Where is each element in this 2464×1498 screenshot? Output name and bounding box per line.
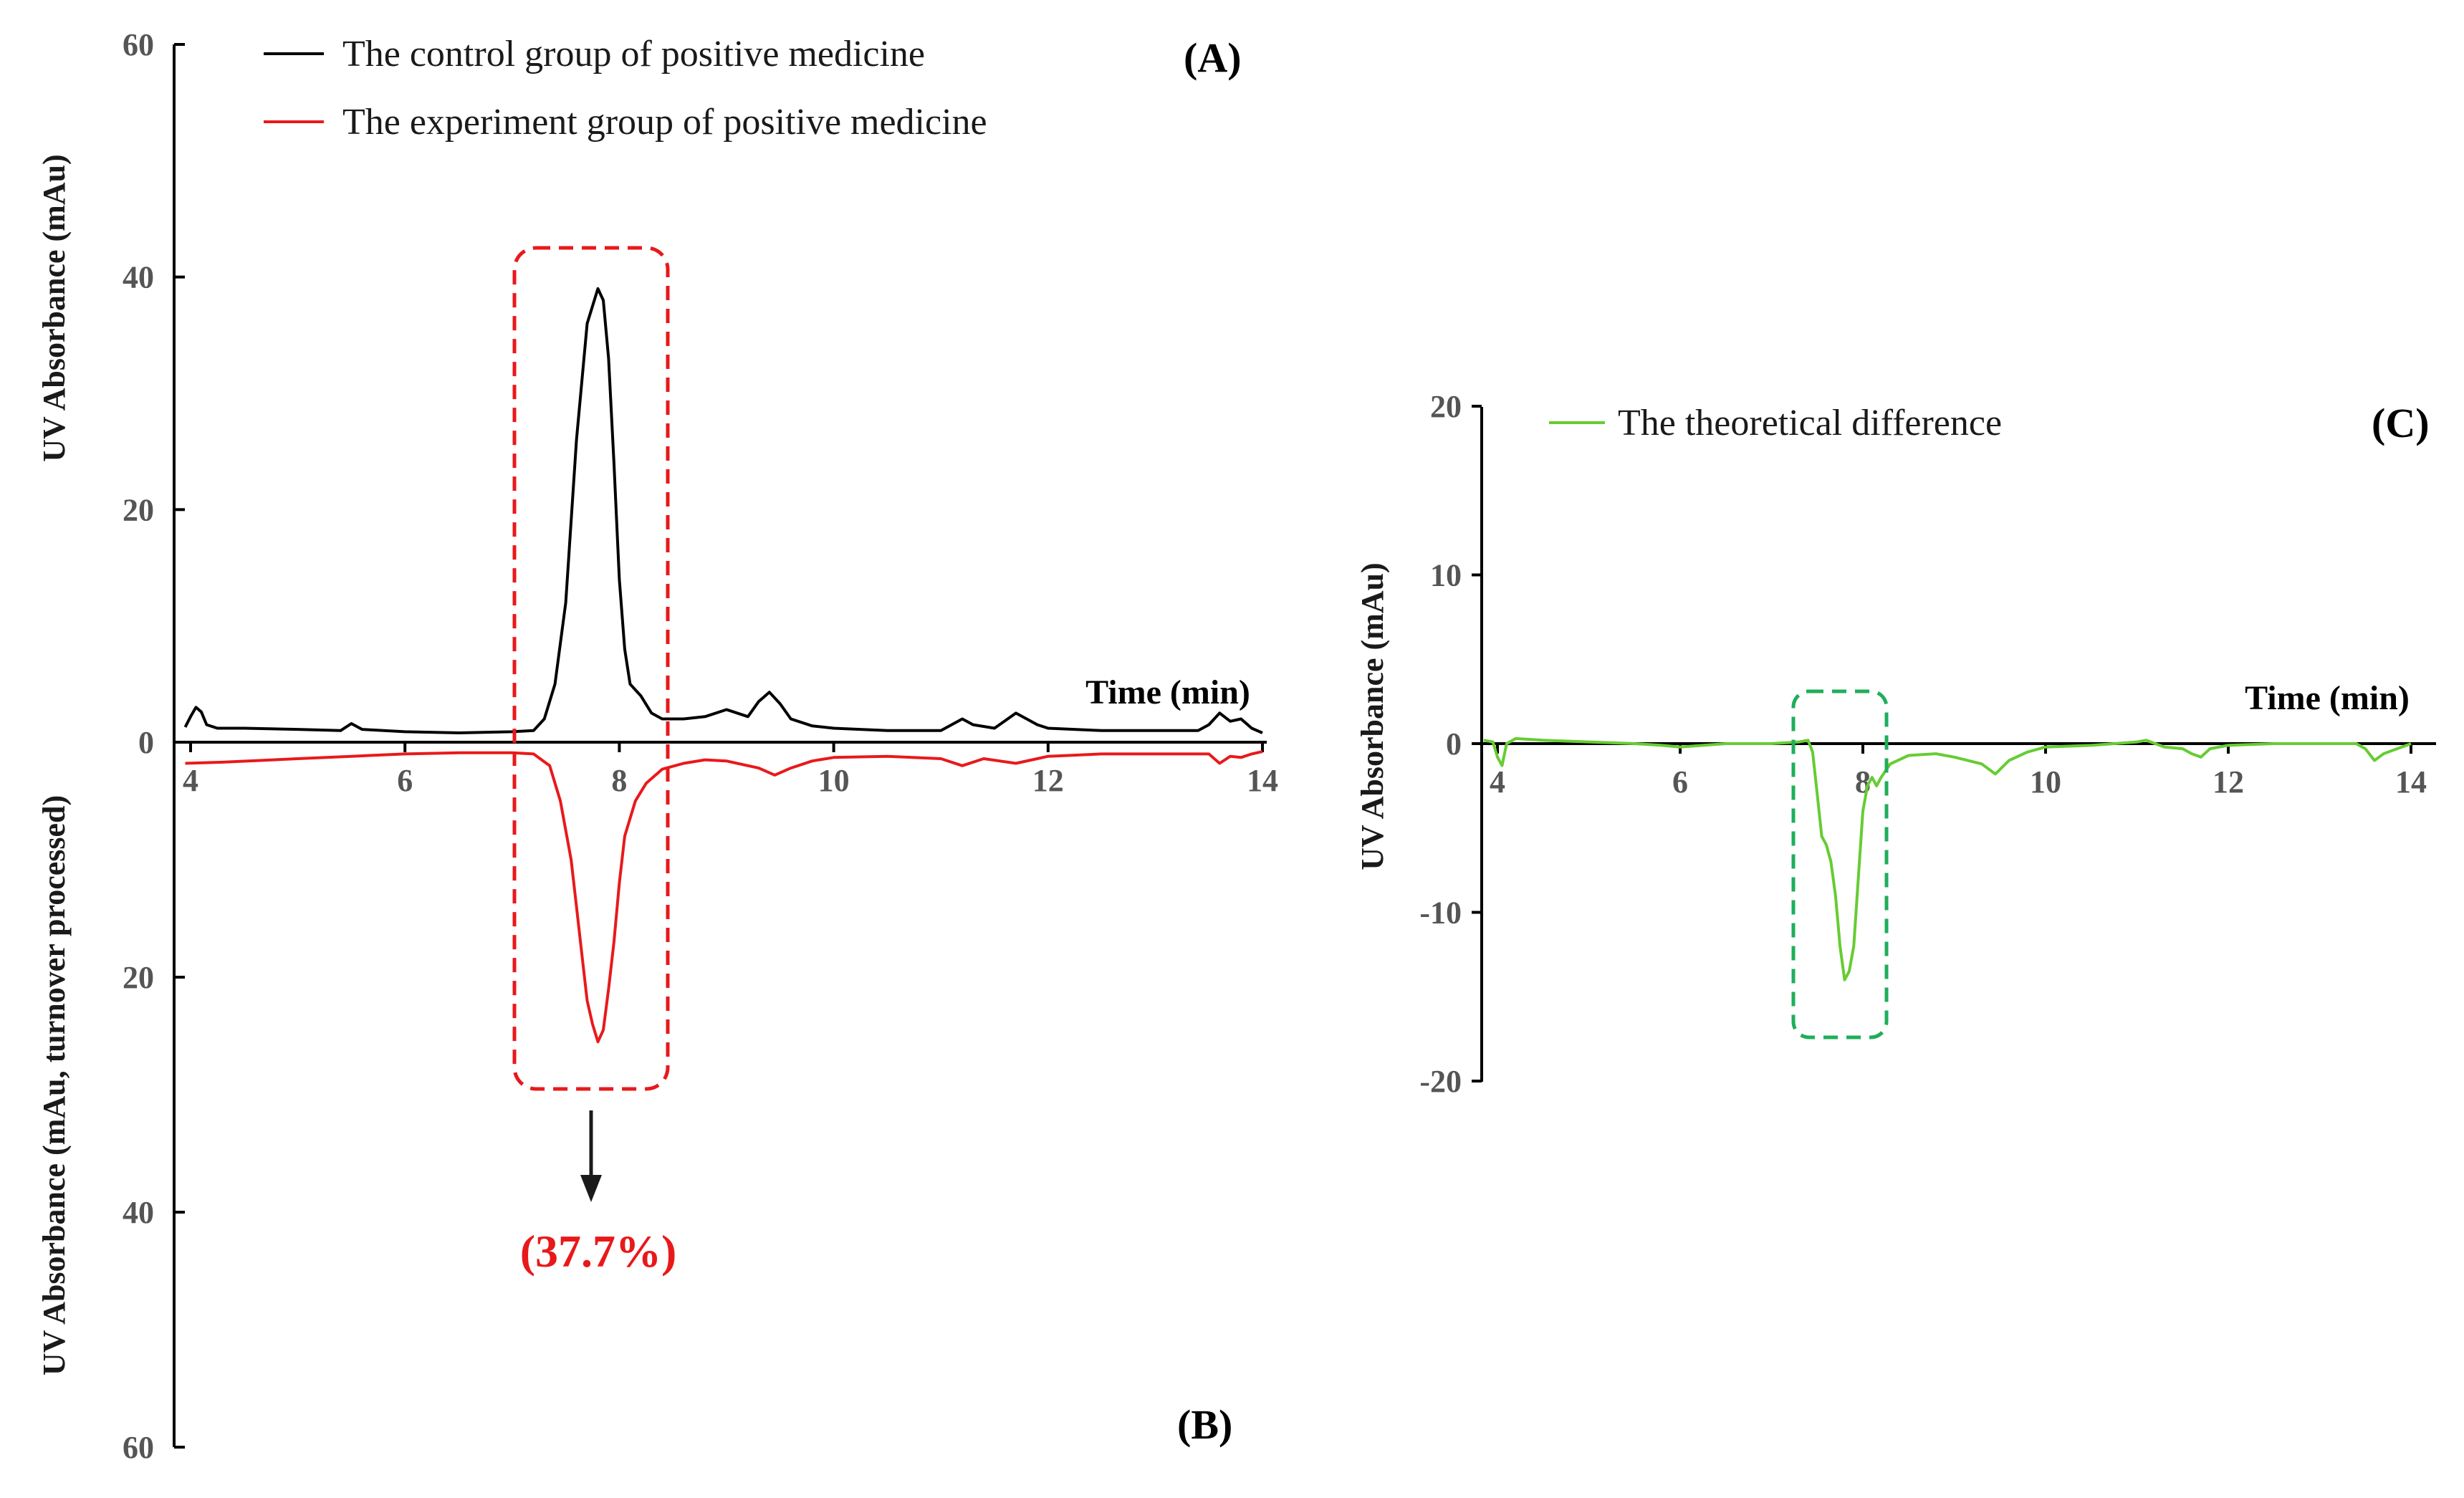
panel-a-y-tick-label: 20 xyxy=(123,492,154,527)
panel-a-x-tick-label: 14 xyxy=(1247,763,1278,798)
panel-c-y-tick-label: -10 xyxy=(1419,896,1462,931)
annotation-arrow xyxy=(580,1110,602,1202)
panel-a-x-tick-label: 10 xyxy=(818,763,850,798)
panel-c-legend: The theoretical difference xyxy=(1549,403,2002,443)
panel-c-y-tick-label: 10 xyxy=(1430,558,1462,593)
panel-c-x-ticks: 4 6 8 10 12 14 xyxy=(1490,744,2427,800)
panel-c-x-tick-label: 14 xyxy=(2395,764,2427,800)
panel-ab-x-ticks: 4 6 8 10 12 14 xyxy=(183,742,1278,798)
panel-b-y-axis-title: UV Absorbance (mAu, turnover processed) xyxy=(37,795,72,1375)
panel-c-x-tick-label: 12 xyxy=(2213,764,2244,800)
panel-c-y-tick-label: 20 xyxy=(1430,389,1462,424)
legend-label-theoretical-difference: The theoretical difference xyxy=(1618,403,2002,443)
series-line-theoretical-difference xyxy=(1483,736,2412,981)
panel-a-x-axis-title: Time (min) xyxy=(1085,673,1250,711)
series-line-control-group xyxy=(183,287,1263,734)
panel-c-y-ticks: -20 -10 0 10 20 xyxy=(1419,389,1482,1099)
panel-c-y-axis-title: UV Absorbance (mAu) xyxy=(1355,562,1390,870)
panel-c-y-tick-label: -20 xyxy=(1419,1064,1462,1099)
highlight-box-peak-c xyxy=(1791,689,1889,1040)
panel-a-x-tick-label: 8 xyxy=(611,763,627,798)
legend-label-experiment-group: The experiment group of positive medicin… xyxy=(342,102,987,143)
panel-b-y-tick-label: 60 xyxy=(123,1430,154,1465)
panel-a-x-tick-label: 6 xyxy=(397,763,413,798)
series-line-experiment-group xyxy=(185,750,1263,1044)
panel-a-legend: The control group of positive medicine T… xyxy=(264,34,987,143)
panel-a-x-tick-label: 12 xyxy=(1032,763,1064,798)
panel-a-x-tick-label: 4 xyxy=(183,763,198,798)
panel-a-y-tick-label: 0 xyxy=(138,725,154,760)
panel-c-x-tick-label: 6 xyxy=(1672,764,1688,800)
panel-a-y-tick-label: 40 xyxy=(123,260,154,295)
highlight-box-peak-ab xyxy=(512,246,670,1091)
panel-c-y-tick-label: 0 xyxy=(1446,726,1462,762)
panel-a-y-tick-label: 60 xyxy=(123,27,154,62)
panel-c-x-tick-label: 10 xyxy=(2030,764,2061,800)
panel-ab-y-ticks: 0 20 40 60 20 40 60 xyxy=(123,27,185,1465)
panel-label-b: (B) xyxy=(1177,1401,1232,1448)
legend-label-control-group: The control group of positive medicine xyxy=(342,34,925,75)
panel-c-x-tick-label: 4 xyxy=(1490,764,1505,800)
panel-a-y-axis-title: UV Absorbance (mAu) xyxy=(37,154,72,461)
annotation-percentage: (37.7%) xyxy=(520,1226,677,1277)
panel-label-a: (A) xyxy=(1184,34,1242,81)
panel-b-y-tick-label: 40 xyxy=(123,1195,154,1230)
panel-b-y-tick-label: 20 xyxy=(123,960,154,995)
panel-ab-axes: 0 20 40 60 20 40 60 4 6 8 10 12 14 xyxy=(123,27,1278,1465)
panel-c-x-axis-title: Time (min) xyxy=(2245,679,2410,717)
panel-label-c: (C) xyxy=(2372,400,2430,446)
